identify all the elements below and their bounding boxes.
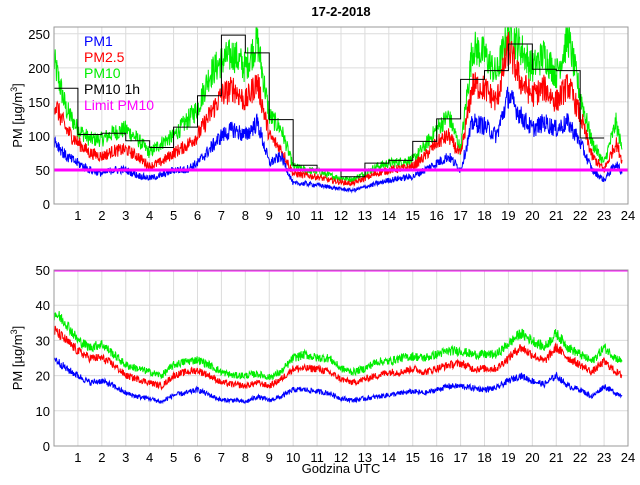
- legend-entry: PM2.5: [84, 49, 125, 65]
- series-group: [54, 27, 628, 194]
- y-tick-label: 10: [36, 404, 50, 419]
- x-tick-label: 4: [146, 450, 153, 465]
- y-tick-label: 0: [43, 439, 50, 454]
- y-label-superscript: 3: [9, 87, 19, 92]
- x-tick-label: 20: [525, 450, 539, 465]
- legend-entry: PM1: [84, 33, 113, 49]
- y-tick-label: 30: [36, 333, 50, 348]
- x-tick-label: 6: [194, 208, 201, 223]
- y-label-superscript: 3: [9, 329, 19, 334]
- x-tick-label: 23: [597, 450, 611, 465]
- series-line-pm1: [54, 86, 623, 194]
- series-line-pm2-5: [54, 325, 623, 391]
- x-tick-label: 1: [74, 450, 81, 465]
- y-tick-label: 100: [28, 129, 50, 144]
- y-label-close: ]: [10, 326, 25, 330]
- series-line-pm1: [54, 357, 623, 405]
- x-tick-label: 2: [98, 208, 105, 223]
- x-tick-label: 22: [573, 208, 587, 223]
- y-label-main: PM [µg/m: [10, 334, 25, 390]
- x-tick-label: 11: [310, 450, 324, 465]
- x-tick-label: 19: [501, 450, 515, 465]
- y-axis-label: PM [µg/m3]: [9, 83, 25, 148]
- x-tick-label: 3: [122, 450, 129, 465]
- y-tick-label: 20: [36, 369, 50, 384]
- x-tick-label: 18: [477, 208, 491, 223]
- y-label-main: PM [µg/m: [10, 92, 25, 148]
- y-tick-label: 40: [36, 298, 50, 313]
- x-tick-label: 12: [334, 450, 348, 465]
- x-tick-label: 23: [597, 208, 611, 223]
- x-tick-label: 13: [358, 208, 372, 223]
- y-tick-label: 150: [28, 95, 50, 110]
- x-tick-label: 8: [242, 450, 249, 465]
- y-tick-label: 50: [36, 263, 50, 278]
- x-axis-label: Godzina UTC: [302, 461, 381, 476]
- x-tick-label: 9: [266, 208, 273, 223]
- axes-box: [53, 269, 629, 447]
- y-tick-label: 200: [28, 61, 50, 76]
- y-tick-label: 250: [28, 27, 50, 42]
- x-tick-label: 13: [358, 450, 372, 465]
- x-tick-label: 1: [74, 208, 81, 223]
- x-tick-label: 21: [549, 450, 563, 465]
- x-tick-label: 24: [621, 450, 635, 465]
- y-tick-label: 0: [43, 197, 50, 212]
- x-tick-label: 12: [334, 208, 348, 223]
- x-tick-label: 22: [573, 450, 587, 465]
- x-tick-label: 2: [98, 450, 105, 465]
- plot-1: 1 2 3 4 5 6 7 8 9 10 11 12 13 14 15 16 17 18 19 20 21 22 23 240…: [9, 26, 635, 223]
- series-line-pm10: [54, 311, 623, 381]
- x-tick-label: 5: [170, 450, 177, 465]
- x-tick-label: 9: [266, 450, 273, 465]
- x-tick-label: 5: [170, 208, 177, 223]
- x-tick-label: 17: [453, 208, 467, 223]
- x-tick-label: 14: [382, 450, 396, 465]
- x-tick-label: 10: [286, 450, 300, 465]
- x-tick-label: 20: [525, 208, 539, 223]
- plot-2: 1 2 3 4 5 6 7 8 9 10 11 12 13 14 15 16 17 18 19 20 21 22 23 240…: [9, 263, 635, 465]
- x-tick-label: 17: [453, 450, 467, 465]
- x-tick-label: 4: [146, 208, 153, 223]
- x-tick-label: 15: [406, 208, 420, 223]
- x-tick-label: 19: [501, 208, 515, 223]
- x-tick-label: 14: [382, 208, 396, 223]
- chart-title: 17-2-2018: [311, 4, 370, 19]
- series-group: [54, 270, 628, 405]
- x-tick-label: 7: [218, 450, 225, 465]
- x-tick-label: 18: [477, 450, 491, 465]
- legend-entry: PM10: [84, 65, 121, 81]
- x-tick-label: 3: [122, 208, 129, 223]
- y-label-close: ]: [10, 83, 25, 87]
- x-tick-label: 11: [310, 208, 324, 223]
- x-tick-label: 15: [406, 450, 420, 465]
- x-tick-label: 21: [549, 208, 563, 223]
- y-axis-label: PM [µg/m3]: [9, 326, 25, 391]
- x-tick-label: 16: [429, 208, 443, 223]
- x-tick-label: 6: [194, 450, 201, 465]
- x-tick-label: 24: [621, 208, 635, 223]
- x-tick-label: 7: [218, 208, 225, 223]
- legend-entry: Limit PM10: [84, 97, 154, 113]
- axes-box: [53, 26, 629, 205]
- x-tick-label: 8: [242, 208, 249, 223]
- y-tick-label: 50: [36, 163, 50, 178]
- x-tick-label: 16: [429, 450, 443, 465]
- legend-entry: PM10 1h: [84, 81, 140, 97]
- x-tick-label: 10: [286, 208, 300, 223]
